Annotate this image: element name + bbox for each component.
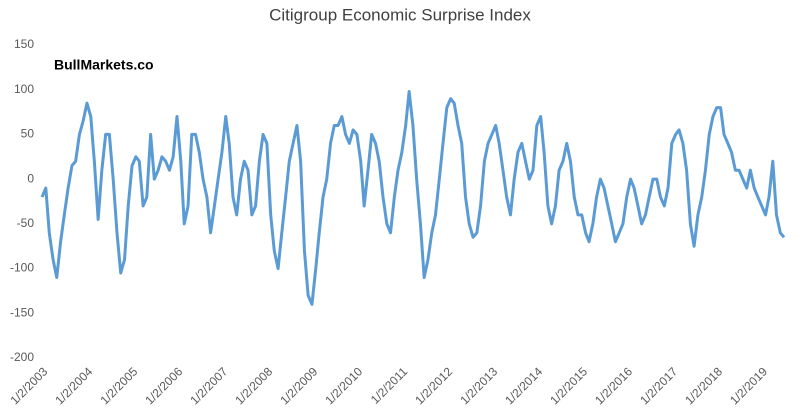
x-tick-label: 1/2/2018 bbox=[682, 364, 725, 407]
x-tick-label: 1/2/2012 bbox=[412, 364, 455, 407]
x-tick-label: 1/2/2016 bbox=[592, 364, 635, 407]
x-tick-label: 1/2/2009 bbox=[277, 364, 320, 407]
annotation: BullMarkets.co bbox=[54, 57, 154, 73]
x-tick-label: 1/2/2017 bbox=[637, 364, 680, 407]
chart-title: Citigroup Economic Surprise Index bbox=[269, 5, 531, 24]
x-tick-label: 1/2/2014 bbox=[502, 364, 545, 407]
series-line bbox=[40, 90, 786, 306]
y-tick-label: -150 bbox=[10, 305, 34, 319]
x-tick-label: 1/2/2019 bbox=[727, 364, 770, 407]
y-tick-label: 100 bbox=[14, 82, 34, 96]
x-tick-label: 1/2/2006 bbox=[142, 364, 185, 407]
x-tick-label: 1/2/2007 bbox=[187, 364, 230, 407]
x-tick-label: 1/2/2004 bbox=[52, 364, 95, 407]
y-tick-label: -100 bbox=[10, 261, 34, 275]
x-tick-label: 1/2/2003 bbox=[7, 364, 50, 407]
y-tick-label: 0 bbox=[27, 171, 34, 185]
x-tick-label: 1/2/2011 bbox=[368, 364, 411, 407]
y-tick-label: -200 bbox=[10, 350, 34, 364]
x-tick-label: 1/2/2015 bbox=[547, 364, 590, 407]
y-tick-label: 150 bbox=[14, 37, 34, 51]
x-tick-label: 1/2/2010 bbox=[322, 364, 365, 407]
y-tick-label: 50 bbox=[21, 127, 35, 141]
x-tick-label: 1/2/2008 bbox=[232, 364, 275, 407]
y-tick-label: -50 bbox=[17, 216, 35, 230]
x-tick-label: 1/2/2005 bbox=[97, 364, 140, 407]
x-tick-label: 1/2/2013 bbox=[457, 364, 500, 407]
